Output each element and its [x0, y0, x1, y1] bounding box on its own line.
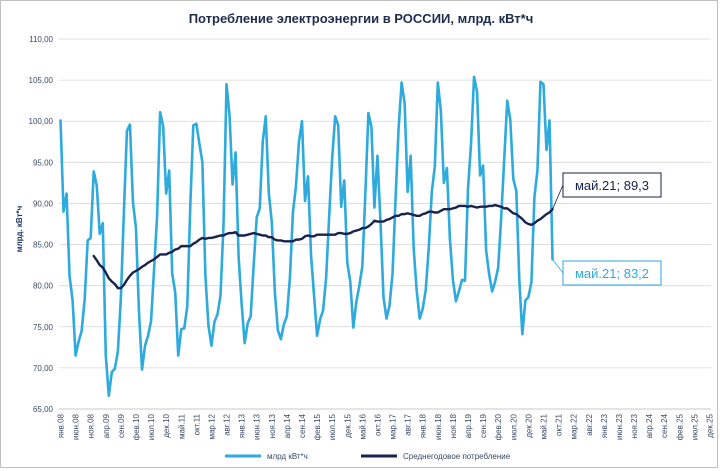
callout-label: май.21; 83,2: [575, 266, 649, 281]
x-tick-label: июн.08: [72, 413, 81, 440]
x-tick-label: июл.20: [509, 413, 518, 440]
x-tick-label: июн.23: [615, 413, 624, 440]
x-tick-label: авг.17: [404, 413, 413, 435]
legend-label: млрд кВт*ч: [267, 452, 308, 461]
x-tick-label: ноя.23: [630, 413, 639, 438]
x-tick-label: окт.11: [192, 413, 201, 435]
series-line-2: [92, 203, 554, 290]
x-tick-label: апр.24: [645, 413, 654, 438]
y-tick-label: 100,00: [29, 117, 54, 126]
callout-leader: [552, 184, 564, 210]
x-tick-label: мар.12: [207, 413, 216, 439]
y-tick-label: 65,00: [33, 405, 54, 414]
x-tick-label: фев.10: [132, 413, 141, 440]
y-tick-label: 70,00: [33, 364, 54, 373]
x-tick-label: апр.19: [464, 413, 473, 438]
y-tick-label: 75,00: [33, 323, 54, 332]
legend: млрд кВт*ч Среднегодовое потребление: [225, 452, 511, 461]
x-tick-label: дек.10: [162, 413, 171, 437]
x-tick-label: июл.25: [690, 413, 699, 440]
legend-label: Среднегодовое потребление: [403, 452, 511, 461]
x-tick-label: авг.22: [585, 413, 594, 435]
x-tick-label: июл.10: [147, 413, 156, 440]
x-tick-label: авг.12: [223, 413, 232, 435]
x-tick-label: ноя.08: [87, 413, 96, 438]
callouts-group: май.21; 89,3 май.21; 83,2: [552, 172, 662, 286]
x-tick-label: май.21: [539, 413, 548, 439]
y-tick-label: 85,00: [33, 241, 54, 250]
y-tick-label: 105,00: [29, 76, 54, 85]
x-tick-label: ноя.13: [268, 413, 277, 438]
x-tick-label: окт.16: [373, 413, 382, 435]
x-tick-label: сен.24: [660, 413, 669, 438]
x-tick-label: май.11: [177, 413, 186, 438]
x-tick-label: сен.19: [479, 413, 488, 438]
x-tick-label: май.16: [358, 413, 367, 439]
x-tick-label: фев.15: [313, 413, 322, 440]
x-axis-ticks: янв.08 июн.08 ноя.08 апр.09 сен.09 фев.10 июл.…: [57, 413, 715, 440]
callout-box: [562, 172, 662, 198]
series-line-1: [59, 75, 554, 398]
y-tick-label: 95,00: [33, 158, 54, 167]
x-tick-label: июл.15: [328, 413, 337, 440]
x-tick-label: сен.09: [117, 413, 126, 438]
y-tick-label: 80,00: [33, 282, 54, 291]
x-tick-label: янв.18: [419, 413, 428, 438]
callout-label: май.21; 89,3: [575, 178, 649, 193]
callout-box: [562, 260, 662, 286]
x-tick-label: сен.14: [298, 413, 307, 438]
x-tick-label: апр.09: [102, 413, 111, 438]
x-tick-label: ноя.18: [449, 413, 458, 438]
x-tick-label: дек.20: [524, 413, 533, 437]
x-tick-label: фев.25: [675, 413, 684, 440]
y-axis-ticks: 65,00 70,00 75,00 80,00 85,00 90,00 95,00 100,0…: [29, 35, 54, 414]
x-tick-label: мар.17: [389, 413, 398, 439]
x-tick-label: дек.25: [705, 413, 714, 437]
x-tick-label: янв.23: [600, 413, 609, 438]
callout-leader: [552, 259, 564, 274]
x-tick-label: янв.13: [238, 413, 247, 438]
x-tick-label: янв.08: [57, 413, 66, 438]
x-tick-label: апр.14: [283, 413, 292, 438]
grid-lines: [59, 38, 711, 410]
y-axis-label: млрд. кВт*ч: [15, 205, 24, 252]
y-tick-label: 110,00: [29, 35, 53, 44]
chart-title: Потребление электроэнергии в РОССИИ, млр…: [189, 11, 534, 26]
x-tick-label: июн.18: [434, 413, 443, 440]
x-tick-label: окт.21: [555, 413, 564, 435]
x-tick-label: мар.22: [570, 413, 579, 439]
y-tick-label: 90,00: [33, 199, 54, 208]
x-tick-label: дек.15: [343, 413, 352, 437]
x-tick-label: июн.13: [253, 413, 262, 440]
x-tick-label: фев.20: [494, 413, 503, 440]
series-group: [59, 75, 554, 398]
